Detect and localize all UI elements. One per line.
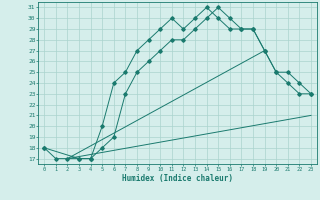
X-axis label: Humidex (Indice chaleur): Humidex (Indice chaleur) xyxy=(122,174,233,183)
